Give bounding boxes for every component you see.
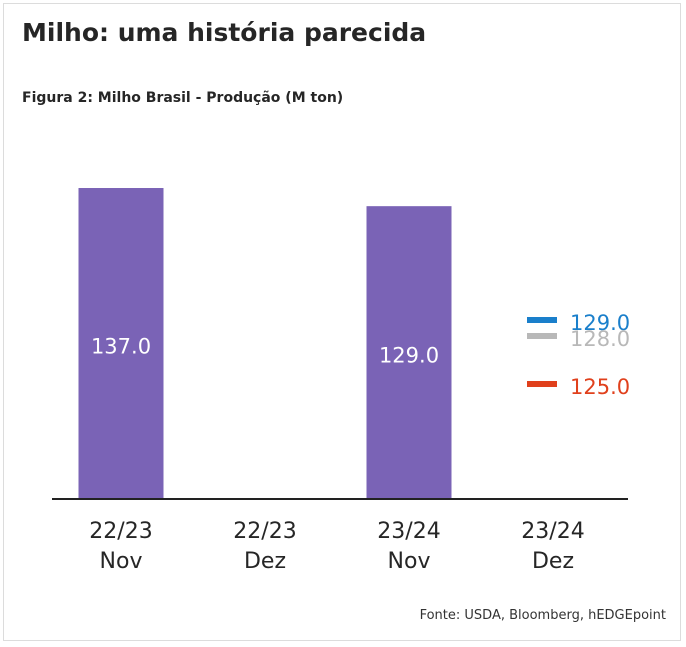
x-tick-label: 22/23 <box>233 519 296 544</box>
bar <box>78 188 164 499</box>
estimate-marker <box>527 333 557 339</box>
x-tick-label: Dez <box>244 549 286 574</box>
source-note: Fonte: USDA, Bloomberg, hEDGEpoint <box>419 608 666 623</box>
x-tick-label: 23/24 <box>521 519 584 544</box>
estimate-value-label: 129.0 <box>570 311 630 335</box>
figure-subtitle: Figura 2: Milho Brasil - Produção (M ton… <box>22 90 344 106</box>
bar-value-label: 137.0 <box>91 335 151 359</box>
x-tick-label: Nov <box>100 549 143 574</box>
page-title: Milho: uma história parecida <box>22 18 427 47</box>
estimate-marker <box>527 317 557 323</box>
bar <box>366 206 452 500</box>
bar-value-label: 129.0 <box>379 344 439 368</box>
estimate-marker <box>527 381 557 387</box>
estimate-value-label: 125.0 <box>570 375 630 399</box>
estimate-value-label: 128.0 <box>570 327 630 351</box>
x-tick-label: Nov <box>388 549 431 574</box>
x-tick-label: 23/24 <box>377 519 440 544</box>
x-tick-label: 22/23 <box>89 519 152 544</box>
x-tick-label: Dez <box>532 549 574 574</box>
